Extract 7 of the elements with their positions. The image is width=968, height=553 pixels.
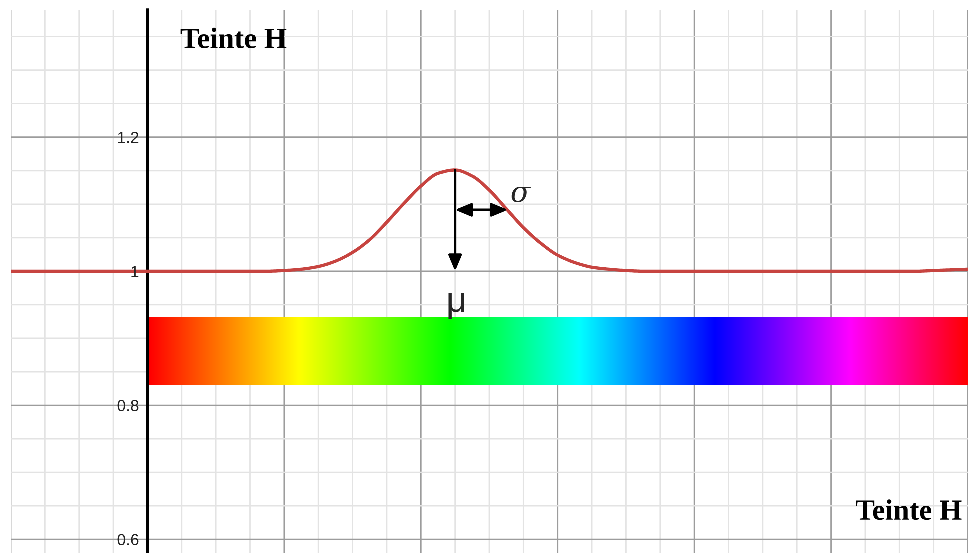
annotation: σ <box>512 186 532 203</box>
y-axis-title: Teinte H <box>180 28 287 48</box>
y-tick-label: 0.6 <box>118 534 139 546</box>
x-axis-title: Teinte H <box>856 500 962 520</box>
annotation: μ <box>448 292 464 319</box>
y-tick-label: 0.8 <box>118 400 139 412</box>
y-tick-label: 1.2 <box>118 132 139 144</box>
